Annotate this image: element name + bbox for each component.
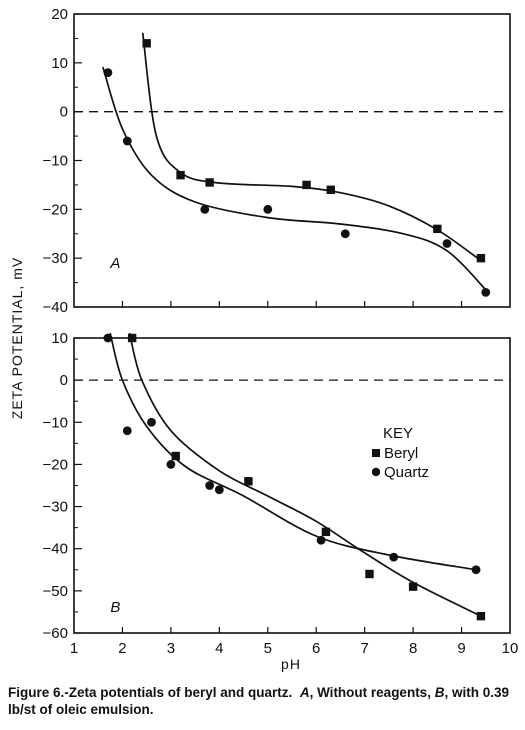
y-tick-label-a: 0 <box>60 104 68 121</box>
y-tick-label-b: −40 <box>43 541 68 558</box>
y-tick-label-a: 10 <box>51 55 68 72</box>
data-point-beryl <box>302 180 311 190</box>
x-tick-label: 1 <box>70 640 78 657</box>
data-point-quartz <box>103 68 113 77</box>
caption-b-label: B <box>434 685 445 700</box>
y-tick-label-b: −30 <box>43 499 68 516</box>
data-point-beryl <box>476 253 486 263</box>
y-tick-label-b: 0 <box>60 372 68 389</box>
x-tick-label: 10 <box>502 640 519 657</box>
fit-curve-quartz <box>102 66 490 294</box>
data-point-beryl <box>433 224 442 234</box>
data-point-beryl <box>476 611 486 621</box>
y-tick-label-b: 10 <box>51 330 68 347</box>
caption-a-text: , Without reagents, <box>309 685 431 700</box>
data-point-quartz <box>166 460 176 469</box>
x-tick-label: 2 <box>118 640 126 657</box>
zeta-potential-chart: 20 10 0 −10 −20 −30 −40 A 10 0 −10 −20 −30 −40 −50 −60… <box>9 6 519 672</box>
data-point-quartz <box>122 426 132 436</box>
data-point-quartz <box>481 287 491 297</box>
data-point-quartz <box>442 239 452 248</box>
data-point-beryl <box>176 170 185 180</box>
y-tick-label-b: −10 <box>43 414 68 431</box>
data-point-quartz <box>316 535 326 545</box>
data-point-beryl <box>142 39 151 48</box>
data-point-quartz <box>147 417 156 427</box>
legend-entry-beryl: Beryl <box>384 445 418 462</box>
legend-marker-quartz <box>371 467 381 477</box>
caption-b-text: , with 0.39 lb/st of oleic emulsion. <box>8 685 509 717</box>
data-point-quartz <box>263 204 273 214</box>
caption-a-label: A <box>299 685 310 700</box>
data-point-beryl <box>244 477 253 486</box>
x-axis-title: pH <box>281 656 301 672</box>
fit-curve-quartz <box>109 332 477 571</box>
x-tick-label: 8 <box>409 640 417 657</box>
data-point-quartz <box>205 481 215 490</box>
data-point-quartz <box>389 552 399 562</box>
x-tick-label: 9 <box>457 640 465 657</box>
x-tick-label: 7 <box>360 640 368 657</box>
x-tick-label: 3 <box>167 640 175 657</box>
y-tick-label-b: −60 <box>43 625 68 642</box>
plot-frame-b <box>73 337 511 634</box>
data-point-beryl <box>326 185 335 194</box>
data-point-beryl <box>408 582 418 591</box>
panel-b: 10 0 −10 −20 −30 −40 −50 −601 2 3 4 5 6 7 8 9 10 B <box>43 330 519 657</box>
data-point-quartz <box>340 229 350 239</box>
y-tick-label-a: −20 <box>43 201 68 218</box>
legend: KEY Beryl Quartz <box>371 425 429 481</box>
data-point-beryl <box>127 333 137 343</box>
x-tick-label: 4 <box>215 640 223 657</box>
legend-marker-beryl <box>372 449 380 457</box>
panel-a: 20 10 0 −10 −20 −30 −40 A <box>43 6 511 316</box>
data-point-quartz <box>471 565 481 575</box>
data-point-beryl <box>321 527 331 537</box>
figure-caption: Figure 6.-Zeta potentials of beryl and q… <box>8 684 523 718</box>
legend-title: KEY <box>383 425 413 442</box>
y-axis-title: ZETA POTENTIAL, mV <box>9 257 25 419</box>
panel-label-a: A <box>109 255 120 272</box>
y-tick-label-a: 20 <box>51 6 68 23</box>
fit-curve-beryl <box>128 332 482 617</box>
data-point-beryl <box>365 569 374 579</box>
y-tick-label-a: −10 <box>43 153 68 170</box>
data-point-quartz <box>122 136 132 146</box>
y-tick-label-b: −20 <box>43 456 68 473</box>
panel-label-b: B <box>110 599 120 616</box>
fit-curve-beryl <box>141 32 482 262</box>
data-point-quartz <box>200 204 210 214</box>
caption-lead: Figure 6.-Zeta potentials of beryl and q… <box>8 685 293 700</box>
y-tick-label-b: −50 <box>43 583 68 600</box>
x-tick-label: 6 <box>312 640 320 657</box>
y-tick-label-a: −40 <box>43 299 68 316</box>
data-point-beryl <box>171 451 180 461</box>
data-point-quartz <box>214 485 224 495</box>
legend-entry-quartz: Quartz <box>384 464 429 481</box>
x-tick-label: 5 <box>264 640 272 657</box>
data-point-quartz <box>103 333 113 343</box>
data-point-beryl <box>205 178 214 187</box>
y-tick-label-a: −30 <box>43 250 68 267</box>
